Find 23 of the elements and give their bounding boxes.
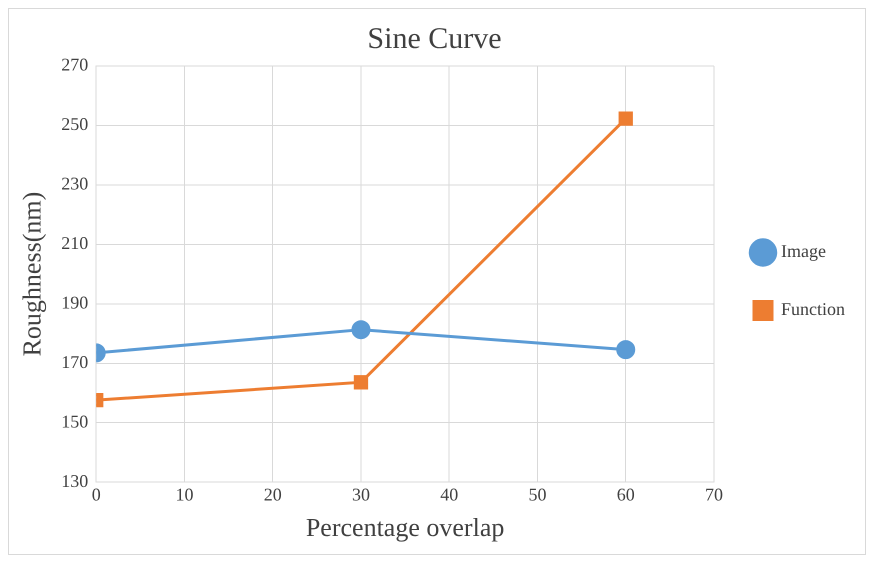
y-tick-label: 130 bbox=[61, 470, 88, 491]
y-tick-label: 210 bbox=[61, 233, 88, 254]
y-tick-label: 250 bbox=[61, 114, 88, 134]
x-tick-label: 60 bbox=[616, 484, 635, 505]
x-tick-label: 0 bbox=[92, 484, 101, 505]
chart-title: Sine Curve bbox=[367, 22, 502, 55]
x-tick-label: 10 bbox=[175, 484, 194, 505]
y-tick-label: 270 bbox=[61, 54, 88, 75]
y-tick-label: 170 bbox=[61, 352, 88, 372]
point bbox=[618, 111, 633, 126]
legend-label: Function bbox=[781, 299, 846, 320]
x-tick-label: 50 bbox=[528, 484, 546, 505]
x-tick-label: 40 bbox=[440, 484, 458, 505]
y-axis-title: Roughness(nm) bbox=[17, 192, 46, 356]
x-tick-label: 30 bbox=[352, 484, 370, 505]
legend-label: Image bbox=[781, 241, 826, 262]
x-tick-label: 70 bbox=[705, 484, 723, 505]
point bbox=[616, 340, 636, 360]
x-tick-label: 20 bbox=[264, 484, 282, 505]
y-tick-label: 190 bbox=[61, 292, 88, 313]
y-tick-label: 150 bbox=[61, 411, 88, 432]
x-axis-title: Percentage overlap bbox=[306, 513, 504, 542]
y-tick-label: 230 bbox=[61, 174, 88, 194]
